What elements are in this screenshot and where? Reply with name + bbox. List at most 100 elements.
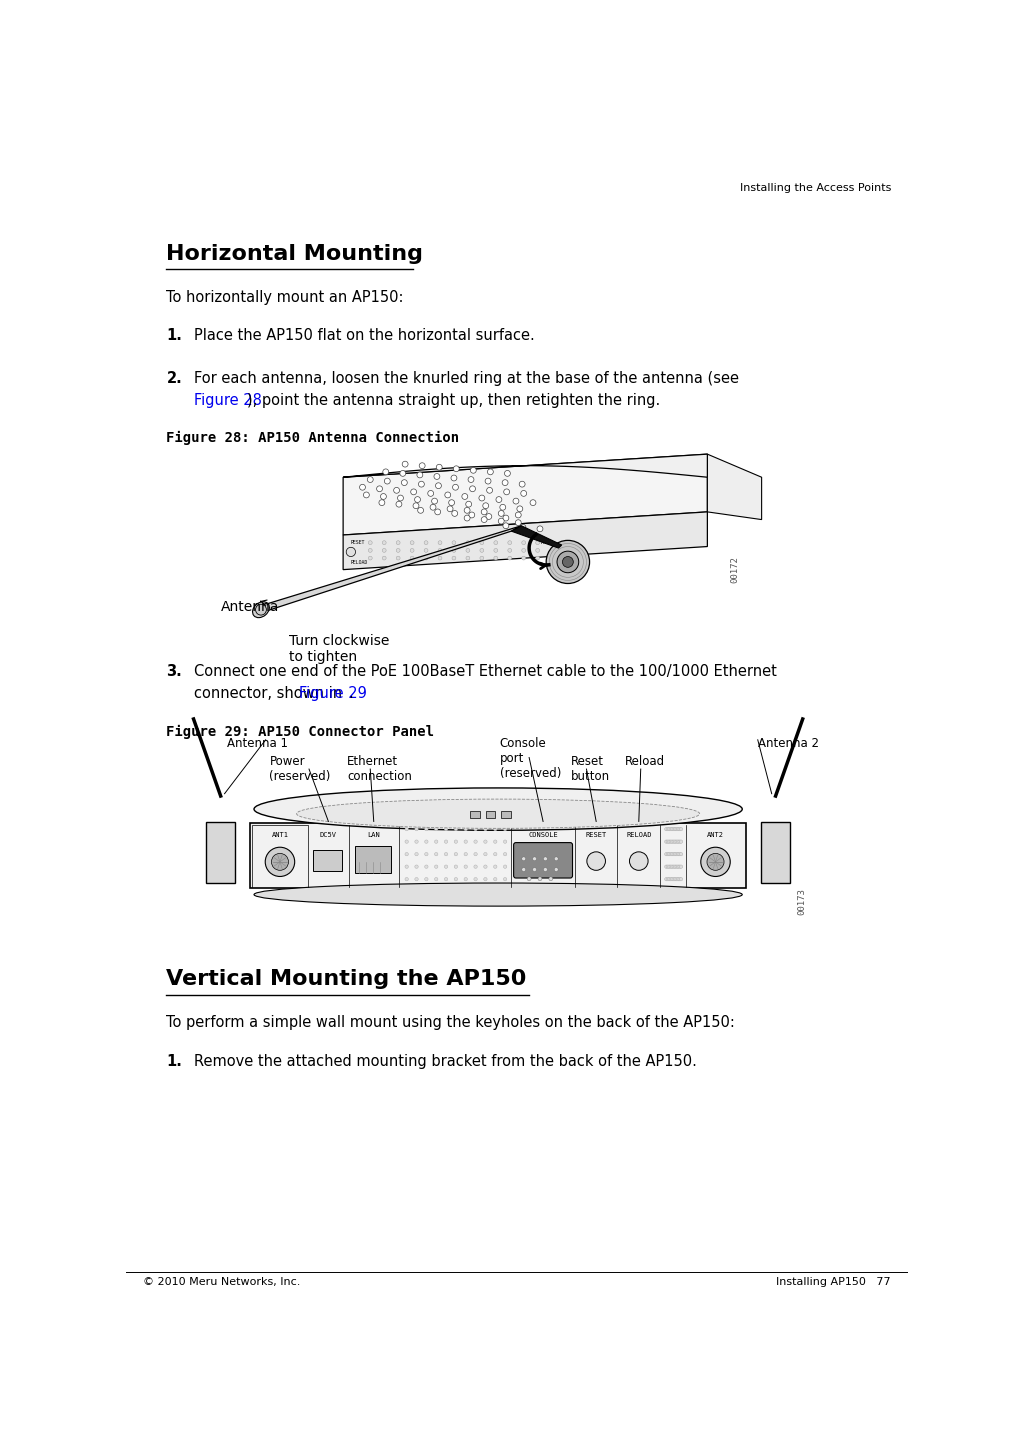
Circle shape [554,868,558,871]
Circle shape [672,839,675,844]
Text: Figure 29: Figure 29 [299,687,367,701]
Circle shape [479,495,484,501]
Circle shape [451,475,457,481]
Text: RELOAD: RELOAD [351,560,368,565]
Circle shape [549,877,553,881]
Polygon shape [256,526,522,614]
Circle shape [671,865,674,868]
Circle shape [411,556,414,560]
Circle shape [411,489,417,495]
Circle shape [533,868,537,871]
Circle shape [382,549,386,552]
Circle shape [483,865,487,868]
Circle shape [397,556,401,560]
Circle shape [673,865,677,868]
Circle shape [487,469,493,475]
Text: Figure 29: AP150 Connector Panel: Figure 29: AP150 Connector Panel [166,725,435,739]
Circle shape [679,839,683,844]
Circle shape [424,540,428,544]
Circle shape [434,473,440,479]
Circle shape [428,491,434,497]
Circle shape [520,481,525,486]
Circle shape [480,556,483,560]
Circle shape [380,494,386,499]
Circle shape [405,839,409,844]
Circle shape [405,852,409,855]
Circle shape [666,839,670,844]
Circle shape [466,556,470,560]
Circle shape [522,868,526,871]
Circle shape [536,549,540,552]
Text: Horizontal Mounting: Horizontal Mounting [166,244,424,264]
Circle shape [444,828,448,831]
Circle shape [493,540,497,544]
Circle shape [665,865,668,868]
Circle shape [424,549,428,552]
Circle shape [419,463,425,469]
Circle shape [483,852,487,855]
Circle shape [430,504,436,510]
Circle shape [672,877,675,881]
Circle shape [447,505,453,511]
Circle shape [676,865,680,868]
Circle shape [503,852,507,855]
Circle shape [483,877,487,881]
Circle shape [522,540,526,544]
Circle shape [405,828,409,831]
Circle shape [464,515,470,521]
Circle shape [444,852,448,855]
Circle shape [382,540,386,544]
Circle shape [503,489,510,495]
Circle shape [676,877,680,881]
FancyBboxPatch shape [355,847,391,873]
Circle shape [527,877,531,881]
Text: Installing the Access Points: Installing the Access Points [740,183,891,193]
Circle shape [474,828,477,831]
Circle shape [493,828,497,831]
Circle shape [432,498,438,504]
Text: LAN: LAN [367,832,380,838]
Circle shape [707,854,724,870]
FancyBboxPatch shape [206,822,235,883]
Polygon shape [343,454,707,478]
Circle shape [678,877,681,881]
Circle shape [482,502,488,508]
Ellipse shape [297,799,699,828]
Circle shape [419,481,425,486]
Circle shape [359,485,365,491]
Circle shape [415,497,421,502]
Circle shape [673,877,677,881]
Circle shape [587,852,605,870]
FancyBboxPatch shape [501,810,511,817]
Text: 1.: 1. [166,1054,183,1069]
Circle shape [520,524,526,530]
Circle shape [265,847,295,877]
Circle shape [453,485,458,491]
Text: To perform a simple wall mount using the keyholes on the back of the AP150:: To perform a simple wall mount using the… [166,1015,736,1031]
Circle shape [468,476,474,482]
Circle shape [493,556,497,560]
Circle shape [435,839,438,844]
Circle shape [415,852,418,855]
Circle shape [521,491,527,497]
Circle shape [405,877,409,881]
Circle shape [668,828,671,831]
Circle shape [508,549,512,552]
Circle shape [493,549,497,552]
Circle shape [449,499,455,505]
Circle shape [397,540,401,544]
Circle shape [346,547,355,556]
Circle shape [480,540,483,544]
Circle shape [668,852,671,855]
Circle shape [438,540,442,544]
FancyBboxPatch shape [313,849,342,871]
Circle shape [405,865,409,868]
Circle shape [485,478,491,484]
Circle shape [669,852,672,855]
Circle shape [384,478,390,484]
Circle shape [673,828,677,831]
Circle shape [413,502,419,508]
Circle shape [486,514,491,520]
Circle shape [454,877,458,881]
Circle shape [398,495,404,501]
